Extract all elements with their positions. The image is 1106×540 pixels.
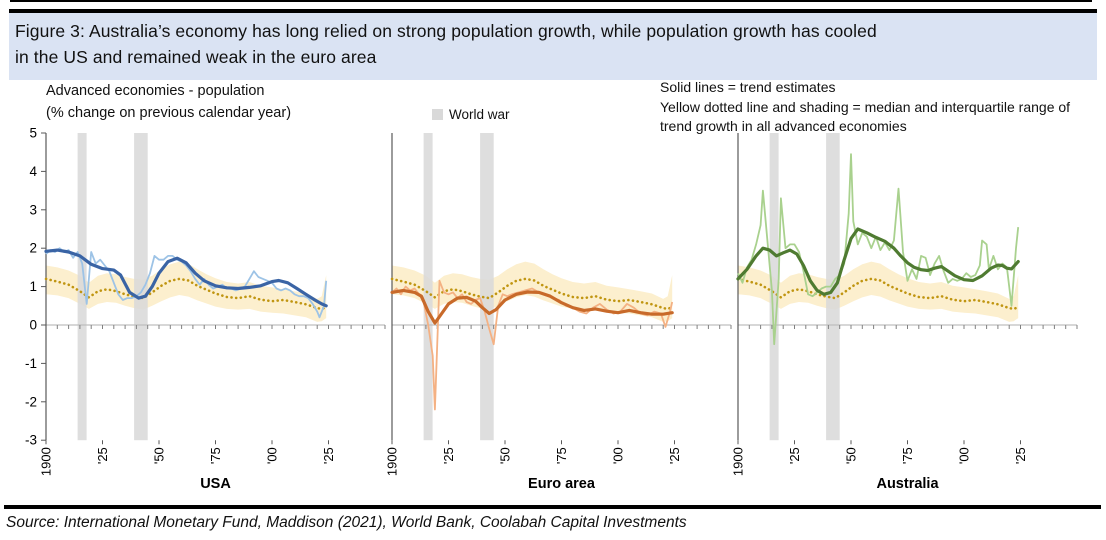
svg-text:4: 4 bbox=[29, 164, 37, 179]
svg-text:1900: 1900 bbox=[731, 447, 746, 476]
svg-text:'00: '00 bbox=[265, 447, 280, 464]
world-war-swatch-icon bbox=[432, 109, 443, 120]
bottom-rule bbox=[4, 505, 1101, 509]
svg-text:-3: -3 bbox=[25, 433, 37, 448]
note-dotted-lines: Yellow dotted line and shading = median … bbox=[660, 98, 1071, 135]
svg-text:'50: '50 bbox=[844, 447, 859, 464]
top-rule bbox=[10, 0, 1092, 2]
panel-label-euro-area: Euro area bbox=[528, 476, 595, 492]
svg-text:'75: '75 bbox=[554, 447, 569, 464]
svg-text:'00: '00 bbox=[957, 447, 972, 464]
svg-text:-2: -2 bbox=[25, 394, 37, 409]
svg-text:'25: '25 bbox=[95, 447, 110, 464]
svg-text:'00: '00 bbox=[611, 447, 626, 464]
source-line: Source: International Monetary Fund, Mad… bbox=[6, 514, 687, 531]
world-war-legend-label: World war bbox=[449, 107, 510, 122]
svg-text:'25: '25 bbox=[321, 447, 336, 464]
chart-axis-title: Advanced economies - population (% chang… bbox=[46, 81, 291, 125]
svg-text:2: 2 bbox=[29, 241, 37, 256]
svg-text:'25: '25 bbox=[787, 447, 802, 464]
chart-title-line1: Advanced economies - population bbox=[46, 83, 265, 99]
svg-text:1900: 1900 bbox=[385, 447, 400, 476]
chart-title-line2: (% change on previous calendar year) bbox=[46, 104, 292, 121]
svg-text:-1: -1 bbox=[25, 356, 37, 371]
svg-text:1900: 1900 bbox=[39, 447, 54, 476]
svg-text:'75: '75 bbox=[208, 447, 223, 464]
svg-text:'25: '25 bbox=[1013, 447, 1028, 464]
svg-text:3: 3 bbox=[29, 202, 37, 217]
svg-text:'50: '50 bbox=[498, 447, 513, 464]
figure-title: Figure 3: Australia’s economy has long r… bbox=[9, 9, 1097, 80]
world-war-legend: World war bbox=[432, 107, 510, 122]
svg-text:0: 0 bbox=[29, 318, 37, 333]
chart-notes: Solid lines = trend estimates Yellow dot… bbox=[660, 78, 1074, 137]
panel-label-australia: Australia bbox=[876, 476, 939, 492]
svg-text:'25: '25 bbox=[667, 447, 682, 464]
panel-label-usa: USA bbox=[200, 476, 231, 492]
svg-text:'50: '50 bbox=[152, 447, 167, 464]
svg-text:'75: '75 bbox=[900, 447, 915, 464]
svg-text:1: 1 bbox=[29, 279, 37, 294]
svg-text:'25: '25 bbox=[441, 447, 456, 464]
svg-text:5: 5 bbox=[29, 126, 37, 141]
note-solid-lines: Solid lines = trend estimates bbox=[660, 79, 836, 95]
